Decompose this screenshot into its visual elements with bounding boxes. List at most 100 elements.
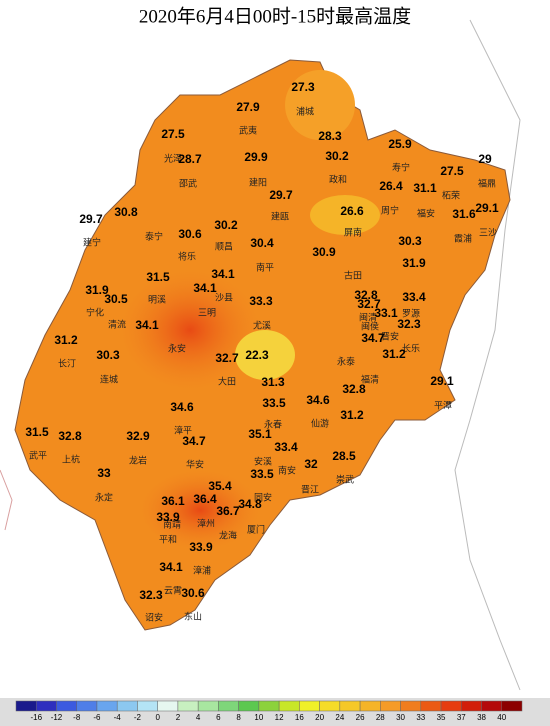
place-name: 建瓯 (271, 210, 289, 221)
temperature-label: 32.3 (139, 588, 163, 602)
temperature-label: 31.9 (402, 256, 426, 270)
temperature-label: 29.7 (269, 188, 293, 202)
legend-label: 6 (216, 713, 221, 722)
place-name: 闽清 (359, 311, 377, 322)
temperature-label: 26.4 (379, 179, 403, 193)
legend-label: 0 (155, 713, 160, 722)
hot-area (120, 270, 260, 390)
place-name: 浦城 (296, 105, 314, 116)
temperature-label: 32 (304, 457, 318, 471)
temperature-label: 29 (478, 152, 492, 166)
temperature-label: 30.2 (325, 149, 349, 163)
temperature-label: 34.1 (135, 318, 159, 332)
temperature-label: 31.1 (413, 181, 437, 195)
legend-swatch (440, 700, 462, 712)
temperature-label: 33.4 (274, 440, 298, 454)
temperature-label: 29.1 (430, 374, 454, 388)
place-name: 福安 (417, 207, 435, 218)
legend-swatch (501, 700, 523, 712)
legend-swatch (35, 700, 57, 712)
place-name: 福鼎 (478, 177, 496, 188)
place-name: 周宁 (381, 204, 399, 215)
temperature-label: 25.9 (388, 137, 412, 151)
temperature-label: 30.9 (312, 245, 336, 259)
place-name: 罗源 (402, 308, 420, 318)
legend-label: 16 (295, 713, 304, 722)
legend-swatch (299, 700, 320, 712)
legend-label: 10 (254, 713, 263, 722)
temperature-label: 34.7 (182, 434, 206, 448)
place-name: 福清 (361, 373, 379, 384)
place-name: 沙县 (215, 292, 233, 302)
temperature-label: 33 (97, 466, 111, 480)
temperature-label: 30.3 (96, 348, 120, 362)
place-name: 龙岩 (129, 454, 147, 465)
legend-label: 30 (396, 713, 405, 722)
legend-label: 4 (196, 713, 201, 722)
place-name: 建宁 (83, 236, 101, 247)
temperature-label: 35.1 (248, 427, 272, 441)
place-name: 厦门 (247, 523, 265, 534)
place-name: 仙游 (311, 417, 329, 428)
place-name: 三沙 (479, 227, 497, 237)
temperature-label: 33.5 (250, 467, 274, 481)
place-name: 同安 (254, 491, 272, 502)
place-name: 永安 (168, 342, 186, 353)
place-name: 安溪 (254, 455, 272, 466)
temperature-label: 27.5 (440, 164, 464, 178)
cool-area (235, 330, 295, 380)
place-name: 大田 (218, 375, 236, 386)
temperature-label: 32.3 (397, 317, 421, 331)
place-name: 顺昌 (215, 241, 233, 251)
place-name: 永春 (264, 418, 282, 429)
legend-label: -12 (51, 713, 63, 722)
legend-label: -6 (93, 713, 101, 722)
place-name: 明溪 (148, 293, 166, 304)
place-name: 武平 (29, 449, 47, 460)
place-name: 长乐 (402, 342, 420, 353)
place-name: 云霄 (164, 585, 182, 595)
legend-label: 28 (376, 713, 385, 722)
place-name: 光泽 (164, 152, 182, 163)
legend-swatch (461, 700, 482, 712)
temperature-label: 34.1 (159, 560, 183, 574)
temperature-label: 28.7 (178, 152, 202, 166)
place-name: 屏南 (344, 226, 362, 237)
place-name: 泰宁 (145, 230, 163, 241)
place-name: 建阳 (249, 176, 267, 187)
legend-swatch (177, 700, 199, 712)
temperature-label: 32.8 (342, 382, 366, 396)
temperature-label: 31.6 (452, 207, 476, 221)
place-name: 龙海 (219, 529, 237, 540)
temperature-label: 33.5 (262, 396, 286, 410)
temperature-label: 33.1 (374, 306, 398, 320)
temperature-label: 30.8 (114, 205, 138, 219)
place-name: 将乐 (178, 250, 196, 261)
temperature-label: 31.3 (261, 375, 285, 389)
legend-label: -4 (114, 713, 122, 722)
legend-swatch (420, 700, 442, 712)
temperature-label: 33.4 (402, 290, 426, 304)
temperature-label: 26.6 (340, 204, 364, 218)
place-name: 邵武 (179, 177, 197, 188)
temperature-label: 29.1 (475, 201, 499, 215)
place-name: 霞浦 (454, 232, 472, 243)
place-name: 南安 (278, 464, 296, 475)
place-name: 宁化 (86, 306, 104, 317)
temperature-label: 32.9 (126, 429, 150, 443)
temperature-label: 32.8 (354, 288, 378, 302)
legend-label: 37 (457, 713, 466, 722)
cool-area (310, 195, 380, 235)
place-name: 尤溪 (253, 319, 271, 330)
temperature-label: 31.2 (382, 347, 406, 361)
place-name: 华安 (186, 458, 204, 469)
temperature-label: 29.7 (79, 212, 103, 226)
place-name: 上杭 (62, 453, 80, 464)
legend-swatch (76, 700, 98, 712)
temperature-label: 31.5 (146, 270, 170, 284)
legend-swatch (116, 700, 138, 712)
temperature-label: 31.2 (54, 333, 78, 347)
place-name: 古田 (344, 269, 362, 280)
legend-swatch (157, 700, 179, 712)
legend-label: -16 (30, 713, 42, 722)
